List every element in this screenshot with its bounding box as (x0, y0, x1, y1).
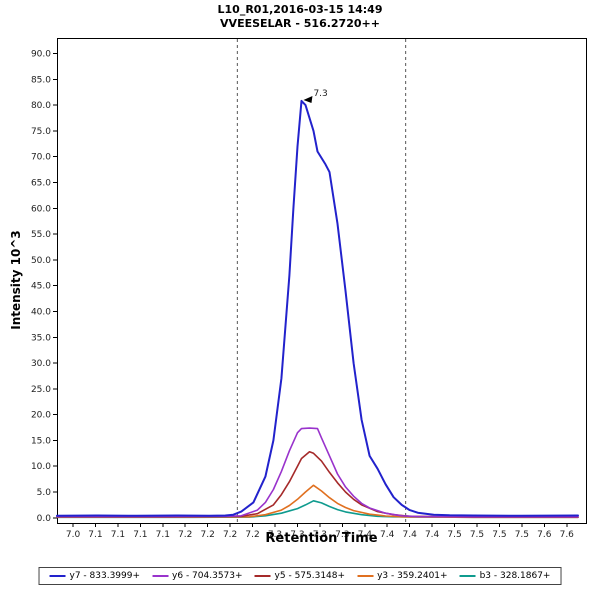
legend-label: y5 - 575.3148+ (274, 571, 346, 581)
y-tick-label: 40.0 (31, 307, 51, 317)
peak-annotation-label: 7.3 (313, 89, 327, 99)
y-tick-label: 35.0 (31, 333, 51, 343)
x-tick-label: 7.3 (268, 530, 282, 540)
y-tick-label: 75.0 (31, 127, 51, 137)
x-tick-label: 7.2 (178, 530, 192, 540)
x-tick-label: 7.5 (515, 530, 529, 540)
y-tick-label: 25.0 (31, 385, 51, 395)
legend-swatch (152, 575, 169, 577)
x-tick-label: 7.3 (335, 530, 349, 540)
x-tick-label: 7.1 (156, 530, 170, 540)
x-tick-label: 7.4 (403, 530, 418, 540)
x-tick-label: 7.4 (425, 530, 440, 540)
x-tick-label: 7.2 (223, 530, 237, 540)
legend-swatch (254, 575, 271, 577)
chart-header: L10_R01,2016-03-15 14:49 VVEESELAR - 516… (0, 3, 600, 32)
legend: y7 - 833.3999+ y6 - 704.3573+ y5 - 575.314… (38, 567, 562, 585)
y-tick-label: 65.0 (31, 178, 51, 188)
series-line (56, 99, 579, 517)
y-tick-label: 55.0 (31, 230, 51, 240)
x-tick-label: 7.3 (313, 530, 327, 540)
y-tick-label: 30.0 (31, 359, 51, 369)
chart-title: L10_R01,2016-03-15 14:49 (217, 3, 383, 16)
y-tick-label: 0.0 (37, 514, 52, 524)
chart-subtitle: VVEESELAR - 516.2720++ (220, 17, 380, 31)
y-tick-label: 60.0 (31, 204, 51, 214)
y-tick-label: 70.0 (31, 153, 51, 163)
x-tick-label: 7.6 (560, 530, 575, 540)
y-tick-label: 90.0 (31, 49, 51, 59)
series-line (56, 450, 579, 518)
series-line (56, 427, 579, 518)
x-tick-label: 7.0 (66, 530, 81, 540)
y-tick-label: 10.0 (31, 462, 51, 472)
legend-label: y7 - 833.3999+ (69, 571, 141, 581)
y-tick-label: 85.0 (31, 75, 51, 85)
x-tick-label: 7.5 (470, 530, 484, 540)
series-line (56, 484, 579, 519)
peak-annotation-arrow (303, 95, 313, 103)
x-tick-label: 7.3 (290, 530, 304, 540)
y-tick-label: 5.0 (37, 488, 52, 498)
legend-swatch (459, 575, 476, 577)
x-tick-label: 7.4 (380, 530, 395, 540)
legend-swatch (357, 575, 374, 577)
x-tick-label: 7.2 (201, 530, 215, 540)
y-tick-label: 20.0 (31, 411, 51, 421)
x-tick-label: 7.5 (492, 530, 506, 540)
x-tick-label: 7.6 (537, 530, 552, 540)
legend-item: y3 - 359.2401+ (357, 571, 448, 581)
y-axis-title: Intensity 10^3 (9, 230, 23, 330)
y-tick-label: 80.0 (31, 101, 51, 111)
legend-item: b3 - 328.1867+ (459, 571, 551, 581)
legend-label: y6 - 704.3573+ (172, 571, 243, 581)
y-tick-label: 15.0 (31, 436, 51, 446)
y-tick-label: 45.0 (31, 282, 51, 292)
x-tick-label: 7.5 (447, 530, 461, 540)
x-tick-label: 7.4 (358, 530, 373, 540)
legend-label: y3 - 359.2401+ (377, 571, 448, 581)
x-axis-title: Retention Time (265, 531, 378, 546)
y-tick-label: 50.0 (31, 256, 51, 266)
legend-label: b3 - 328.1867+ (479, 571, 551, 581)
x-tick-label: 7.1 (133, 530, 147, 540)
legend-item: y6 - 704.3573+ (152, 571, 243, 581)
x-tick-label: 7.1 (88, 530, 102, 540)
legend-swatch (49, 575, 66, 577)
x-tick-label: 7.2 (245, 530, 259, 540)
plot-border (57, 38, 587, 524)
legend-item: y7 - 833.3999+ (49, 571, 141, 581)
legend-item: y5 - 575.3148+ (254, 571, 346, 581)
x-tick-label: 7.1 (111, 530, 125, 540)
